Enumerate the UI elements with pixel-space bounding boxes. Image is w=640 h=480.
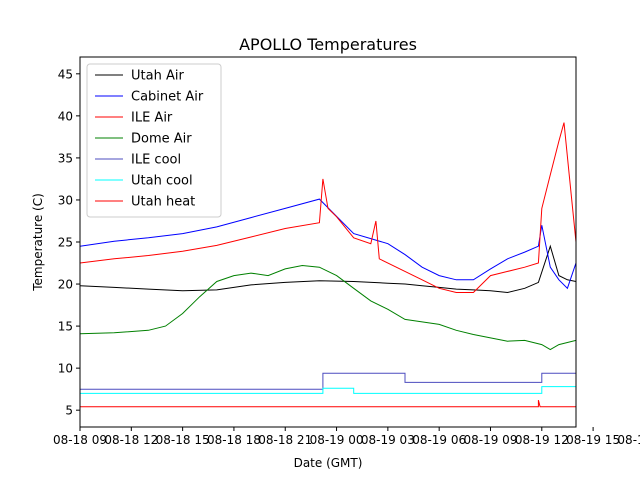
y-tick-label: 15 (58, 320, 73, 334)
series-line-ile-cool (80, 372, 576, 390)
series-line-cabinet-air (80, 198, 576, 290)
x-tick-label: 08-19 15 (566, 433, 620, 447)
x-tick-label: 08-18 21 (258, 433, 312, 447)
x-tick-label: 08-18 12 (104, 433, 158, 447)
legend-label: Utah heat (131, 195, 195, 210)
x-tick-label: 08-19 06 (412, 433, 466, 447)
legend-label: ILE cool (131, 153, 181, 168)
legend-frame (86, 63, 222, 218)
legend-label: Cabinet Air (131, 90, 204, 105)
legend-label: ILE Air (131, 111, 173, 126)
plot-frame (79, 56, 577, 428)
legend-label: Dome Air (131, 132, 192, 147)
series-line-dome-air (80, 264, 576, 351)
series-line-utah-air (80, 244, 576, 294)
series-layer (80, 122, 576, 408)
x-tick-label: 08-19 18 (617, 433, 640, 447)
x-tick-label: 08-19 03 (361, 433, 415, 447)
y-tick-label: 5 (65, 404, 73, 418)
legend-label: Utah Air (131, 69, 184, 84)
legend-label: Utah cool (131, 174, 193, 189)
y-tick-label: 45 (58, 67, 73, 81)
y-axis-label: Temperature (C) (31, 193, 45, 292)
x-tick-label: 08-18 18 (207, 433, 261, 447)
x-tick-label: 08-19 09 (464, 433, 518, 447)
y-tick-label: 10 (58, 362, 73, 376)
y-tick-label: 25 (58, 236, 73, 250)
x-tick-label: 08-19 12 (515, 433, 569, 447)
series-line-utah-heat (80, 399, 576, 408)
legend: Utah Air Cabinet Air ILE Air Dome Air ILE co… (86, 63, 222, 218)
x-tick-label: 08-19 00 (310, 433, 364, 447)
x-axis-label: Date (GMT) (294, 456, 363, 470)
x-tick-label: 08-18 15 (156, 433, 210, 447)
y-tick-label: 20 (58, 278, 73, 292)
chart-title: APOLLO Temperatures (239, 35, 417, 54)
x-tick-label: 08-18 09 (53, 433, 107, 447)
y-tick-label: 35 (58, 151, 73, 165)
series-line-ile-air (80, 122, 576, 293)
y-tick-label: 30 (58, 193, 73, 207)
series-line-utah-cool (80, 386, 576, 394)
y-tick-label: 40 (58, 109, 73, 123)
